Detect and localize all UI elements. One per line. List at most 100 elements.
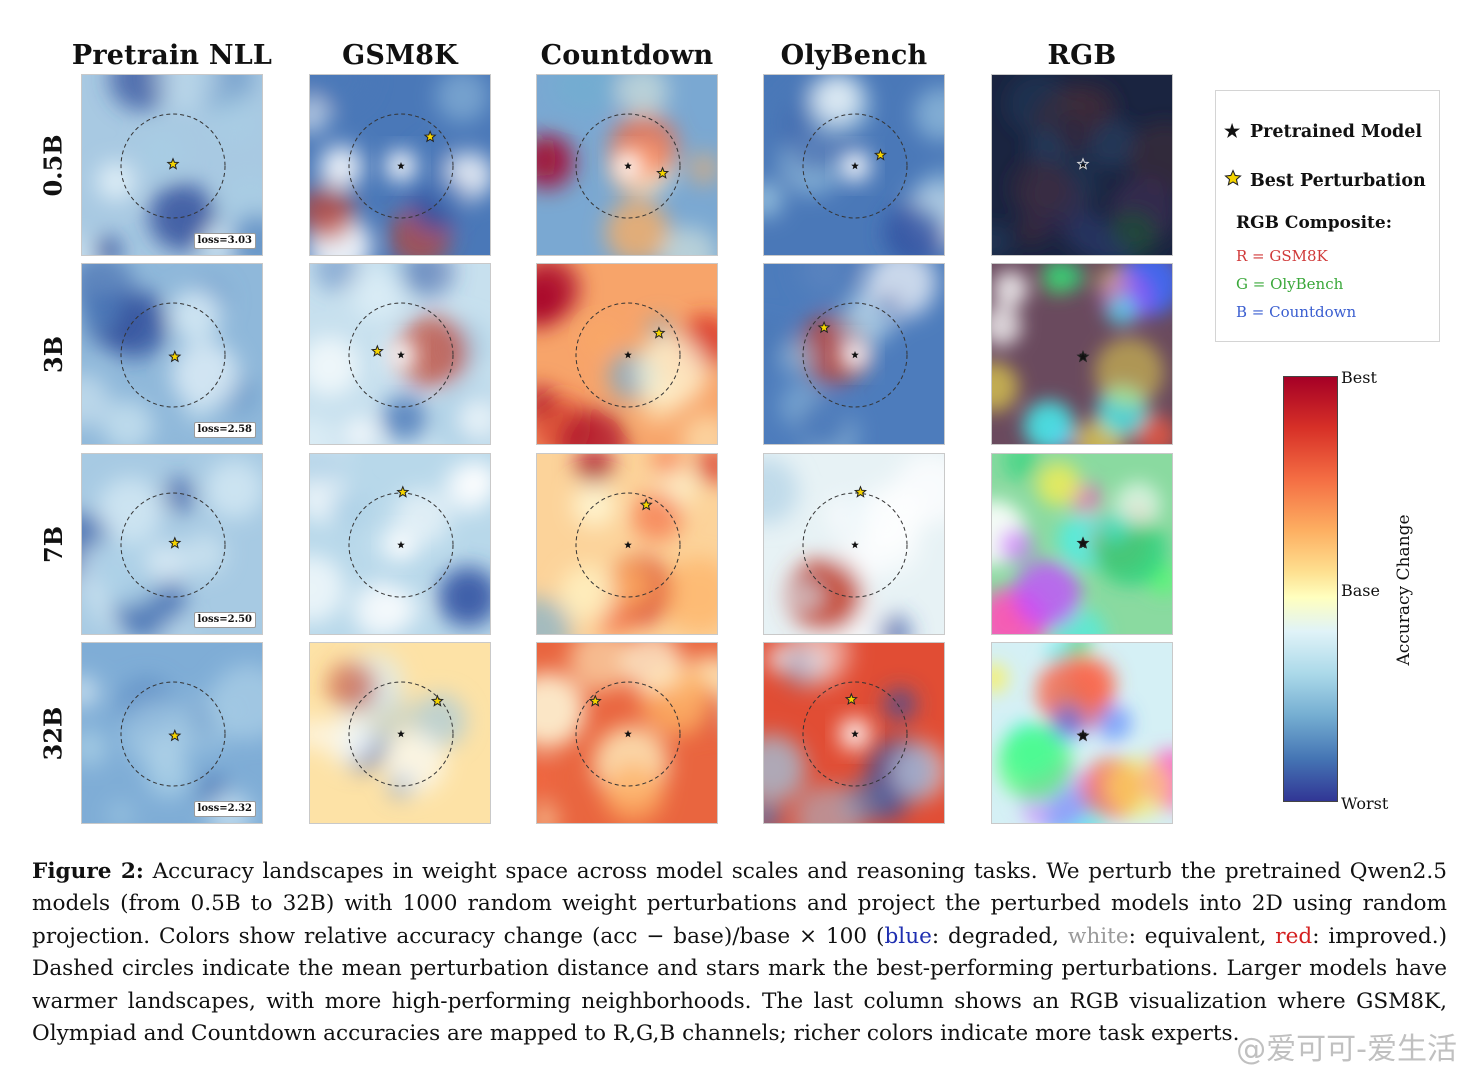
loss-label: loss=3.03 <box>193 233 256 249</box>
caption-blue-word: blue <box>884 923 932 949</box>
column-header-pretrain-nll: Pretrain NLL <box>71 40 273 71</box>
colorbar <box>1283 376 1338 802</box>
heatmap-blob <box>559 565 617 623</box>
landscape-panel <box>763 453 945 635</box>
legend-best-label: Best Perturbation <box>1250 170 1426 191</box>
best-perturbation-star-icon <box>396 485 410 498</box>
row-label-3b: 3B <box>28 263 78 445</box>
heatmap-blob <box>764 803 781 823</box>
heatmap-blob <box>1002 454 1042 481</box>
heatmap-blob <box>413 140 454 181</box>
heatmap-blob <box>1094 337 1164 407</box>
colorbar-label-base: Base <box>1341 581 1380 600</box>
heatmap-blob <box>766 97 812 143</box>
heatmap-blob <box>575 454 614 485</box>
heatmap-svg <box>992 643 1172 823</box>
heatmap-blob <box>319 145 363 189</box>
watermark: @爱可可-爱生活 <box>1236 1032 1457 1067</box>
heatmap-blob <box>1059 82 1096 119</box>
landscape-panel <box>763 263 945 445</box>
heatmap-blob <box>839 296 890 348</box>
heatmap-blob <box>651 454 684 477</box>
heatmap-blob <box>687 152 717 186</box>
heatmap-blob <box>435 75 489 123</box>
landscape-panel <box>763 642 945 824</box>
mean-distance-circle <box>575 492 681 598</box>
heatmap-blob <box>1098 511 1129 542</box>
heatmap-blob <box>160 476 198 514</box>
heatmap-blob <box>327 661 377 711</box>
landscape-panel <box>991 263 1173 445</box>
heatmap-blob <box>82 264 135 317</box>
heatmap-blob <box>1066 643 1092 658</box>
mean-distance-circle <box>348 302 454 408</box>
heatmap-blob <box>97 477 164 544</box>
heatmap-blob <box>169 289 222 341</box>
legend-r-channel: R = GSM8K <box>1236 247 1328 265</box>
caption-text-2: : degraded, <box>931 923 1068 949</box>
legend-b-channel: B = Countdown <box>1236 303 1357 321</box>
best-perturbation-star-icon <box>1076 728 1090 742</box>
heatmap-blob <box>558 408 627 444</box>
best-perturbation-star-icon <box>1076 157 1090 170</box>
heatmap-blob <box>681 414 717 444</box>
landscape-panel: loss=3.03 <box>81 74 263 256</box>
heatmap-blob <box>310 718 327 750</box>
heatmap-blob <box>537 805 559 823</box>
best-perturbation-star-icon <box>168 728 182 742</box>
heatmap-blob <box>631 491 683 542</box>
heatmap-blob <box>310 554 345 623</box>
heatmap-blob <box>82 729 108 767</box>
heatmap-blob <box>310 336 359 396</box>
landscape-panel: loss=2.50 <box>81 453 263 635</box>
heatmap-svg <box>310 643 490 823</box>
heatmap-blob <box>605 200 670 255</box>
heatmap-svg <box>310 75 490 255</box>
heatmap-blob <box>1129 121 1172 194</box>
heatmap-blob <box>327 489 364 526</box>
heatmap-blob <box>992 224 1011 255</box>
heatmap-blob <box>1027 129 1065 167</box>
heatmap-blob <box>1023 400 1075 444</box>
heatmap-blob <box>458 398 490 440</box>
mean-distance-circle <box>802 113 908 219</box>
heatmap-blob <box>764 457 799 525</box>
heatmap-blob <box>549 75 596 110</box>
heatmap-svg <box>310 454 490 634</box>
heatmap-blob <box>310 416 338 444</box>
heatmap-blob <box>1010 158 1070 217</box>
loss-label: loss=2.58 <box>193 422 256 438</box>
mean-distance-circle <box>348 492 454 598</box>
legend-pretrained-label: Pretrained Model <box>1250 121 1423 142</box>
heatmap-blob <box>873 614 912 634</box>
mean-distance-circle <box>120 492 226 598</box>
caption-label: Figure 2: <box>32 859 144 884</box>
heatmap-blob <box>794 583 821 610</box>
landscape-panel <box>309 74 491 256</box>
best-perturbation-star-icon <box>656 166 670 179</box>
best-perturbation-star-icon <box>166 157 180 170</box>
landscape-panel <box>536 453 718 635</box>
landscape-panel <box>309 642 491 824</box>
heatmap-blob <box>155 75 217 108</box>
best-perturbation-star-icon <box>1076 349 1090 363</box>
pretrained-star-icon <box>851 351 859 359</box>
mean-distance-circle <box>802 492 908 598</box>
best-perturbation-star-icon <box>430 694 444 707</box>
heatmap-blob <box>1013 560 1081 629</box>
heatmap-svg <box>764 75 944 255</box>
best-perturbation-star-icon <box>1076 536 1090 549</box>
heatmap-blob <box>145 542 187 585</box>
best-perturbation-star-icon <box>844 692 858 705</box>
colorbar-label-worst: Worst <box>1341 794 1389 813</box>
caption-text-1: Accuracy landscapes in weight space acro… <box>32 859 1447 949</box>
heatmap-blob <box>782 643 851 687</box>
pretrained-star-icon <box>624 351 632 359</box>
heatmap-blob <box>795 264 858 297</box>
row-label-text: 3B <box>38 335 68 373</box>
column-header-countdown: Countdown <box>540 40 714 71</box>
heatmap-svg <box>537 454 717 634</box>
heatmap-blob <box>1108 756 1172 820</box>
heatmap-blob <box>1106 295 1137 326</box>
heatmap-blob <box>572 483 617 527</box>
